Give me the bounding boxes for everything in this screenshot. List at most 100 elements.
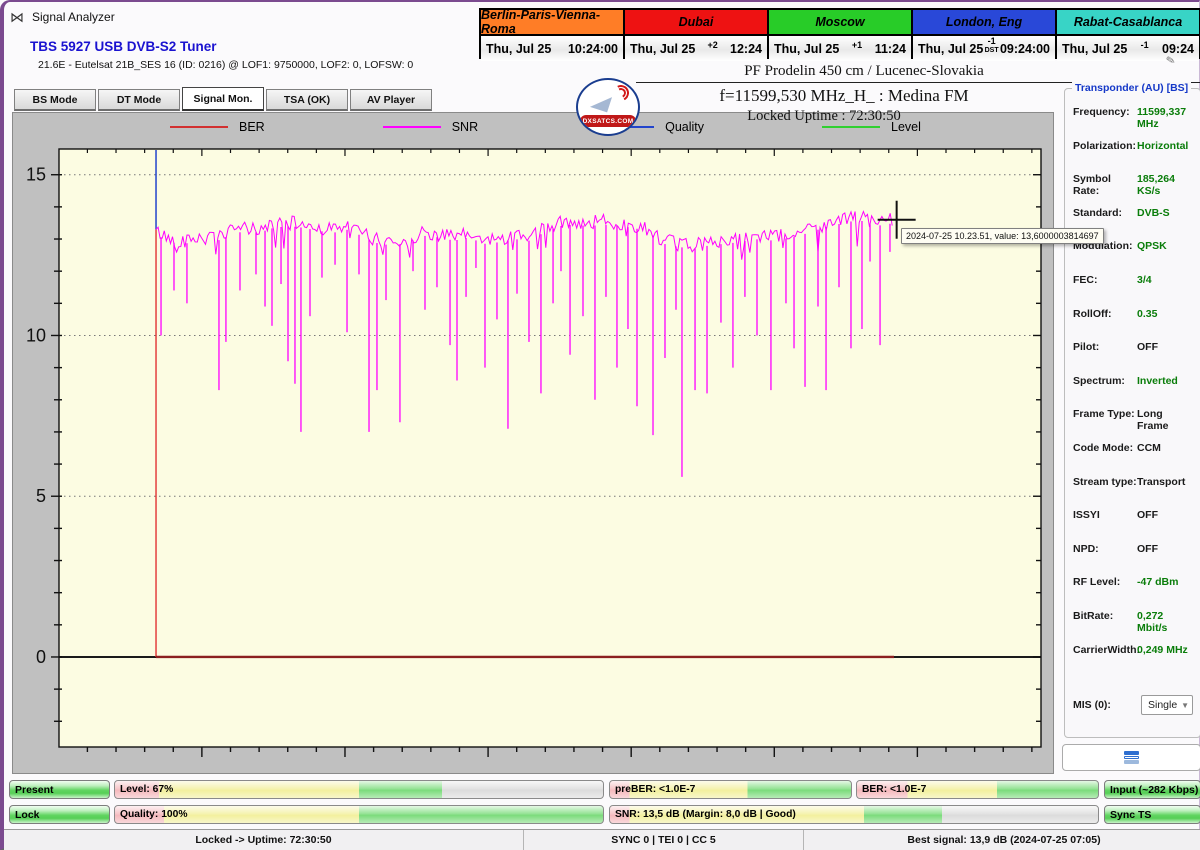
clock-time: Thu, Jul 25 +2 12:24 [625, 36, 767, 61]
lock-indicator: Lock [9, 805, 110, 824]
header-divider [636, 82, 1200, 83]
clock-date: Thu, Jul 25 [630, 41, 696, 56]
legend-line-swatch [822, 126, 881, 128]
legend-item-ber: BER [170, 120, 265, 134]
transponder-row: Frequency: 11599,337 MHz [1073, 106, 1187, 130]
status-best-signal: Best signal: 13,9 dB (2024-07-25 07:05) [907, 834, 1101, 846]
clock-city-label: Rabat-Casablanca [1073, 15, 1183, 29]
transponder-row: Spectrum: Inverted [1073, 374, 1178, 387]
legend-line-swatch [382, 126, 441, 128]
tab-dt-mode[interactable]: DT Mode [98, 89, 180, 111]
snr-bar: SNR: 13,5 dB (Margin: 8,0 dB | Good) [609, 805, 1099, 824]
transponder-row: Modulation: QPSK [1073, 240, 1167, 253]
legend-item-level: Level [822, 120, 921, 134]
tuner-name: TBS 5927 USB DVB-S2 Tuner [30, 39, 217, 54]
clock-offset: +2 [707, 40, 718, 50]
tab-av-player[interactable]: AV Player [350, 89, 432, 111]
clock-city-label: Dubai [678, 15, 714, 29]
transponder-row: Frame Type: Long Frame [1073, 408, 1169, 433]
tab-bs-mode[interactable]: BS Mode [14, 89, 96, 111]
window-title: Signal Analyzer [32, 10, 115, 24]
transponder-row: ISSYI OFF [1073, 509, 1158, 522]
preber-bar: preBER: <1.0E-7 [609, 780, 852, 799]
clock-date: Thu, Jul 25 [486, 41, 552, 56]
clock-city: Moscow [769, 10, 911, 34]
status-bar: Locked -> Uptime: 72:30:50 SYNC 0 | TEI … [4, 829, 1200, 850]
satellite-dish-icon [589, 91, 613, 113]
transponder-panel-title: Transponder (AU) [BS] [1072, 82, 1192, 94]
clock-time: Thu, Jul 25 -1 09:24 [1057, 36, 1199, 61]
clock-time: Thu, Jul 25 +1 11:24 [769, 36, 911, 61]
transponder-row: Stream type: Transport [1073, 475, 1186, 488]
locked-uptime-title: Locked Uptime : 72:30:50 [747, 108, 901, 124]
ber-bar: BER: <1.0E-7 [856, 780, 1099, 799]
signal-arc-icon [610, 82, 632, 104]
app-icon: ⋈ [10, 9, 24, 25]
transponder-row: Code Mode: CCM [1073, 441, 1161, 454]
quality-label: Quality: 100% [120, 809, 188, 820]
signal-plot[interactable]: 0 5 10 15 [12, 112, 1054, 774]
clock-hhmm: 12:24 [730, 41, 762, 56]
ber-label: BER: <1.0E-7 [862, 784, 927, 795]
frequency-title: f=11599,530 MHz_H_ : Medina FM [719, 86, 969, 105]
dxsatcs-logo: DXSATCS.COM [576, 78, 640, 136]
crosshair-cursor [877, 200, 916, 239]
input-label: Input (~282 Kbps) [1110, 783, 1199, 796]
clock-date: Thu, Jul 25 [918, 41, 984, 56]
stream-list-icon [1124, 751, 1139, 764]
level-bar: Level: 67% [114, 780, 604, 799]
status-locked-uptime: Locked -> Uptime: 72:30:50 [4, 830, 524, 850]
title-bar: ⋈ Signal Analyzer [10, 6, 115, 28]
mis-selected-value: Single [1148, 699, 1178, 711]
sync-ts-label: Sync TS [1110, 808, 1152, 821]
clock-date: Thu, Jul 25 [1062, 41, 1128, 56]
chevron-down-icon: ▼ [1181, 700, 1189, 710]
clock-hhmm: 09:24:00 [999, 41, 1050, 56]
transponder-row: Polarization: Horizontal [1073, 139, 1189, 152]
input-indicator: Input (~282 Kbps) [1104, 780, 1200, 799]
transponder-panel [1064, 88, 1200, 738]
clock-time: Thu, Jul 25 10:24:00 [481, 36, 623, 61]
preber-label: preBER: <1.0E-7 [615, 784, 696, 795]
sync-ts-indicator: Sync TS [1104, 805, 1200, 824]
clock-city-label: Berlin-Paris-Vienna-Roma [481, 8, 601, 36]
legend-item-snr: SNR [382, 120, 478, 134]
clock-city-label: Moscow [815, 15, 865, 29]
present-indicator: Present [9, 780, 110, 799]
world-clocks: Berlin-Paris-Vienna-Roma Dubai Moscow Londo… [479, 8, 1200, 61]
transponder-row: Standard: DVB-S [1073, 206, 1170, 219]
level-label: Level: 67% [120, 784, 174, 795]
present-label: Present [15, 783, 54, 796]
status-sync-counters: SYNC 0 | TEI 0 | CC 5 [524, 830, 804, 850]
mis-label: MIS (0): [1073, 699, 1111, 711]
mode-tabs: BS Mode DT Mode Signal Mon. TSA (OK) AV Play… [14, 87, 432, 111]
tab-signal-mon-[interactable]: Signal Mon. [182, 87, 264, 111]
clock-hhmm: 09:24 [1162, 41, 1194, 56]
clock-city: London, Eng [913, 10, 1055, 34]
clock-offset: +1 [851, 40, 863, 50]
legend-line-swatch [170, 126, 228, 128]
clock-city: Dubai [625, 10, 767, 34]
logo-text: DXSATCS.COM [580, 115, 636, 127]
transponder-row: Symbol Rate: 185,264 KS/s [1073, 173, 1175, 198]
clock-offset: -1 [1140, 40, 1149, 50]
clock-hhmm: 11:24 [874, 41, 906, 56]
clock-date: Thu, Jul 25 [774, 41, 840, 56]
clock-city-label: London, Eng [945, 15, 1023, 29]
quality-bar: Quality: 100% [114, 805, 604, 824]
transponder-rows: Frequency: 11599,337 MHz Polarization: Hori… [1073, 106, 1193, 677]
lock-label: Lock [15, 808, 40, 821]
clock-city: Berlin-Paris-Vienna-Roma [481, 8, 623, 36]
transponder-row: CarrierWidth: 0,249 MHz [1073, 643, 1188, 656]
clock-offset: -1 DST [984, 36, 999, 55]
tab-tsa-ok-[interactable]: TSA (OK) [266, 89, 348, 111]
transponder-row: FEC: 3/4 [1073, 273, 1152, 286]
mis-select[interactable]: Single ▼ [1141, 695, 1193, 715]
clock-city: Rabat-Casablanca [1057, 10, 1199, 34]
svg-text:0: 0 [36, 647, 46, 667]
svg-text:10: 10 [26, 325, 46, 345]
stream-list-button[interactable] [1062, 744, 1200, 771]
mis-row: MIS (0): Single ▼ [1073, 695, 1193, 715]
transponder-row: RollOff: 0.35 [1073, 307, 1158, 320]
